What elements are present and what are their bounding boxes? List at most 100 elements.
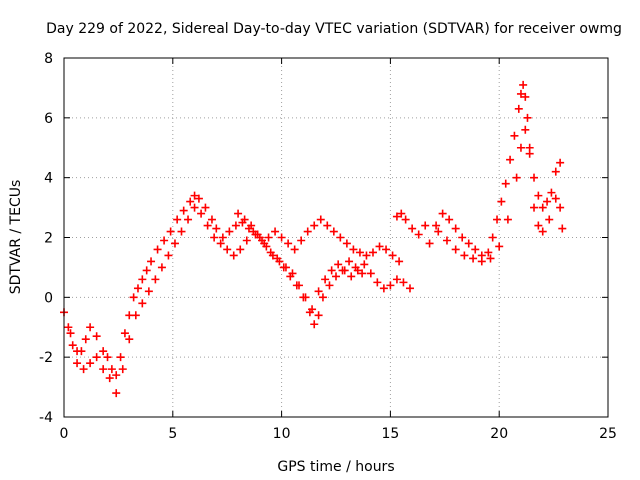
data-point-track-a (153, 245, 162, 254)
data-point-track-a (271, 227, 280, 236)
data-point-track-a (212, 224, 221, 233)
data-point-track-c (260, 239, 269, 248)
data-point-track-c (351, 263, 360, 272)
y-tick-label: 8 (44, 51, 53, 67)
data-point-track-f (516, 143, 525, 152)
data-point-track-b (170, 239, 179, 248)
data-point-track-d (401, 215, 410, 224)
data-point-track-b (79, 365, 88, 374)
data-point-track-d (421, 221, 430, 230)
data-point-track-a (368, 248, 377, 257)
data-point-track-a (64, 323, 73, 332)
data-point-track-b (216, 239, 225, 248)
data-point-track-e (514, 104, 523, 113)
data-point-track-e (432, 221, 441, 230)
data-point-track-a (166, 227, 175, 236)
y-tick-label: -2 (39, 350, 53, 366)
data-point-track-a (133, 284, 142, 293)
data-point-track-a (173, 215, 182, 224)
y-axis-label: SDTVAR / TECUs (8, 180, 24, 295)
data-point-track-a (303, 227, 312, 236)
data-point-track-a (290, 245, 299, 254)
data-point-track-a (297, 236, 306, 245)
data-point-track-a (179, 206, 188, 215)
data-point-track-e (451, 224, 460, 233)
data-point-track-a (207, 215, 216, 224)
y-tick-label: 2 (44, 231, 53, 247)
data-point-track-b (99, 365, 108, 374)
data-point-track-c (332, 272, 340, 281)
data-point-track-b (334, 260, 343, 269)
data-point-track-a (362, 251, 371, 260)
data-point-track-a (323, 221, 332, 230)
data-point-track-a (160, 236, 169, 245)
data-point-track-b (190, 203, 199, 212)
data-point-track-a (147, 257, 156, 266)
data-point-track-c (318, 293, 327, 302)
data-point-track-e (438, 209, 447, 218)
data-point-track-c (292, 281, 301, 290)
data-point-track-c (358, 269, 367, 278)
data-point-track-e (543, 197, 552, 206)
data-point-track-c (299, 293, 308, 302)
data-point-track-c (234, 209, 243, 218)
x-tick-label: 20 (490, 426, 508, 442)
data-point-track-a (388, 251, 397, 260)
data-point-track-c (338, 266, 347, 275)
data-point-track-d (414, 230, 423, 239)
data-point-track-c (314, 311, 323, 320)
data-points (60, 80, 567, 398)
data-point-track-e (521, 92, 530, 101)
data-point-track-a (284, 239, 293, 248)
data-point-track-a (201, 203, 210, 212)
y-tick-label: 6 (44, 111, 53, 127)
x-tick-label: 5 (168, 426, 177, 442)
data-point-track-c (325, 281, 334, 290)
data-point-track-a (190, 191, 199, 200)
data-point-track-a (116, 353, 125, 362)
data-point-track-f (556, 158, 565, 167)
data-point-track-e (493, 215, 502, 224)
data-point-track-a (142, 266, 151, 275)
data-point-track-b (249, 227, 258, 236)
data-point-track-a (107, 365, 116, 374)
data-point-track-e (497, 197, 506, 206)
data-point-track-b (392, 275, 401, 284)
data-point-track-e (534, 191, 543, 200)
data-point-track-f (530, 203, 539, 212)
data-point-track-f (521, 125, 530, 134)
data-point-track-b (112, 389, 121, 398)
data-point-track-b (118, 365, 127, 374)
y-tick-label: 4 (44, 171, 53, 187)
data-point-track-e (445, 215, 454, 224)
x-tick-label: 10 (273, 426, 291, 442)
data-point-track-b (379, 284, 388, 293)
data-point-track-c (305, 308, 314, 317)
data-point-track-b (125, 335, 134, 344)
data-point-track-a (329, 227, 338, 236)
data-point-track-b (197, 209, 206, 218)
data-point-track-c (247, 221, 256, 230)
x-tick-label: 25 (599, 426, 617, 442)
data-point-track-b (321, 275, 330, 284)
data-point-track-b (157, 263, 166, 272)
data-point-track-e (516, 89, 525, 98)
data-point-track-c (286, 272, 295, 281)
data-point-track-e (551, 194, 560, 203)
data-point-track-f (451, 245, 460, 254)
data-point-track-a (112, 371, 121, 380)
data-point-track-b (105, 374, 114, 383)
data-point-track-e (558, 224, 567, 233)
data-point-track-e (519, 80, 528, 89)
data-point-track-c (273, 254, 282, 263)
data-point-track-a (225, 227, 234, 236)
data-point-track-b (177, 227, 186, 236)
data-point-track-a (218, 233, 227, 242)
data-point-track-b (229, 251, 238, 260)
grid-lines (64, 58, 608, 417)
data-point-track-e (523, 113, 532, 122)
data-point-track-d (408, 224, 417, 233)
x-tick-label: 15 (381, 426, 399, 442)
data-point-track-a (92, 332, 101, 341)
data-point-track-b (386, 281, 395, 290)
